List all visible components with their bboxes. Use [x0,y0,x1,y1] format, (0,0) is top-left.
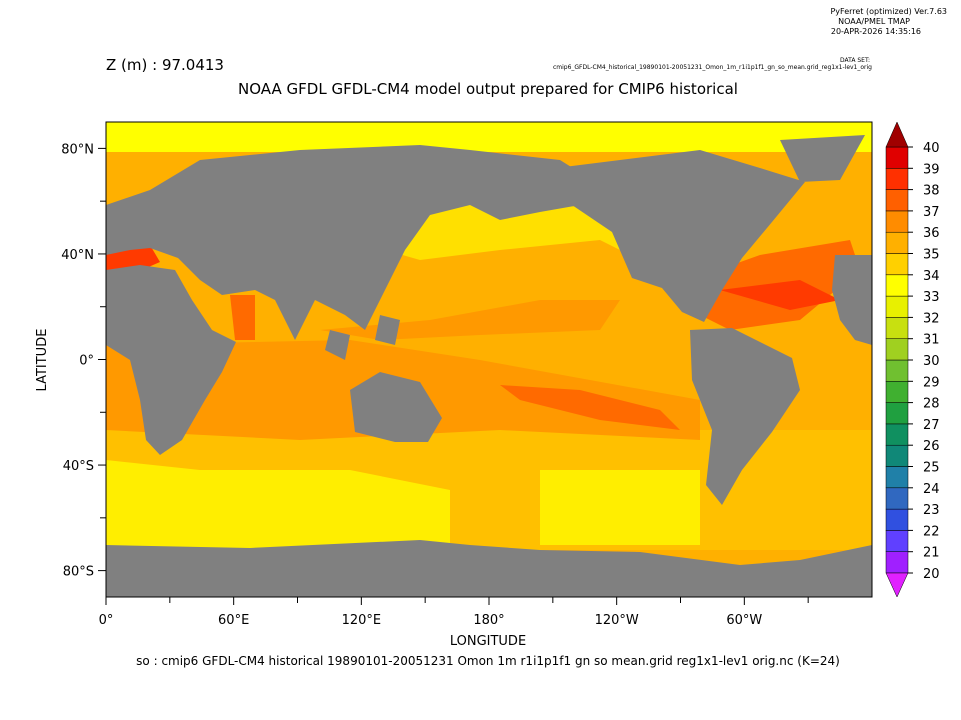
colorbar-bin [885,189,909,212]
colorbar-label: 20 [923,567,940,582]
colorbar: 20 21 22 23 24 25 26 27 28 29 30 31 32 33 34 35 36 37 38 39… [885,121,940,598]
colorbar-label: 25 [923,461,940,476]
colorbar-label: 35 [923,248,940,263]
australia [350,372,442,442]
antarctica [106,540,872,597]
colorbar-bin [885,359,909,382]
date: 20-APR-2026 14:35:16 [831,27,921,36]
colorbar-bin [885,168,909,190]
colorbar-bin [885,381,909,403]
colorbar-label: 30 [923,354,940,369]
colorbar-bin [885,338,909,361]
colorbar-bin [885,253,909,276]
colorbar-label: 26 [923,439,940,454]
x-tick-label: 180° [473,613,504,628]
depth: Z (m) : 97.0413 [106,56,224,74]
colorbar-bin [885,530,909,552]
ocean-south-fresh [540,470,700,545]
map-field [106,122,872,597]
africa [106,265,236,455]
colorbar-label: 40 [923,141,940,156]
colorbar-bin [885,444,909,467]
y-tick-label: 0° [79,354,94,369]
colorbar-bin [885,551,909,574]
dataset-label: DATA SET: [840,57,870,64]
ocean-south-fresh [106,460,450,550]
colorbar-label: 22 [923,524,940,539]
colorbar-bin [885,274,909,297]
y-tick-label: 80°N [61,142,94,157]
title: NOAA GFDL GFDL-CM4 model output prepared… [238,80,738,98]
colorbar-label: 27 [923,418,940,433]
y-tick-label: 80°S [63,565,94,580]
y-tick-label: 40°S [63,459,94,474]
colorbar-label: 24 [923,482,940,497]
x-axis-label: LONGITUDE [450,634,526,649]
colorbar-bin [885,508,909,531]
colorbar-over [885,121,909,148]
colorbar-label: 37 [923,205,940,220]
colorbar-label: 21 [923,546,940,561]
x-tick-label: 120°E [342,613,382,628]
south-america [690,328,800,505]
greenland [780,135,865,182]
colorbar-label: 38 [923,184,940,199]
footer: so : cmip6 GFDL-CM4 historical 19890101-… [136,654,840,668]
x-tick-label: 60°E [218,613,249,628]
colorbar-label: 32 [923,311,940,326]
colorbar-bin [885,146,909,169]
colorbar-under [885,572,909,598]
colorbar-label: 33 [923,290,940,305]
colorbar-label: 39 [923,162,940,177]
y-tick-label: 40°N [61,248,94,263]
colorbar-label: 29 [923,375,940,390]
colorbar-bin [885,210,909,233]
arabian-sea [230,295,255,340]
eurasia [106,145,600,340]
colorbar-bin [885,317,909,339]
ocean-north [106,122,872,152]
north-america [540,150,805,322]
colorbar-bin [885,487,909,510]
colorbar-label: 28 [923,397,940,412]
land [106,135,872,597]
colorbar-label: 36 [923,226,940,241]
colorbar-label: 23 [923,503,940,518]
colorbar-label: 31 [923,333,940,348]
colorbar-bin [885,466,909,489]
colorbar-bin [885,402,909,425]
africa-west [832,255,872,345]
dataset: cmip6_GFDL-CM4_historical_19890101-20051… [553,64,872,71]
colorbar-bin [885,295,909,318]
lab: NOAA/PMEL TMAP [838,17,910,26]
axes: 0° 60°E 120°E 180° 120°W 60°W 80°N 40°N 0° 40°S 80… [61,142,809,628]
x-tick-label: 60°W [726,613,762,628]
ocean-high [720,280,840,310]
colorbar-bin [885,423,909,446]
colorbar-label: 34 [923,269,940,284]
y-axis-label: LATITUDE [35,329,50,392]
islands [325,315,400,360]
ocean-high [500,385,680,430]
program: PyFerret (optimized) Ver.7.63 [830,7,947,16]
colorbar-bin [885,231,909,254]
x-tick-label: 0° [99,613,114,628]
x-tick-label: 120°W [595,613,639,628]
